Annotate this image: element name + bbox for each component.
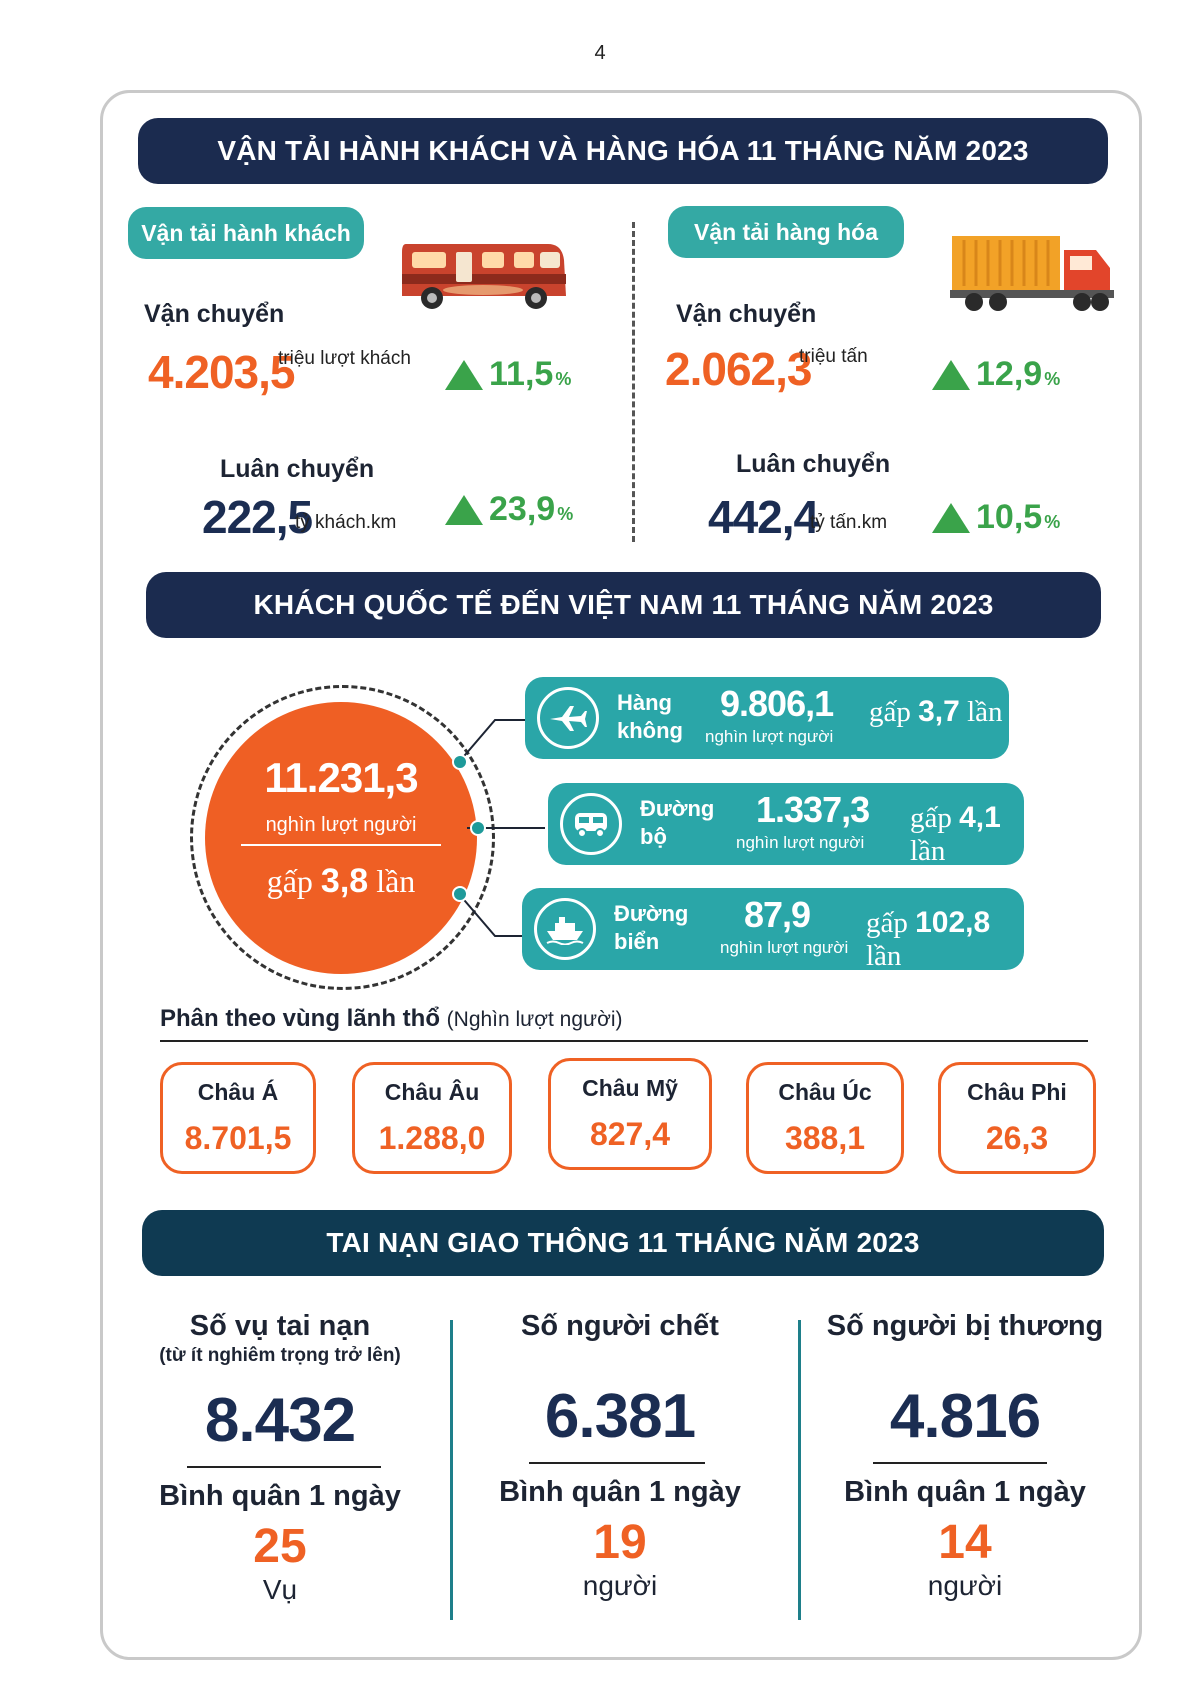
region-name: Châu Á [197, 1079, 279, 1105]
up-arrow-icon [932, 502, 970, 533]
mode-unit: nghìn lượt người [736, 833, 865, 852]
region-rule [160, 1040, 1088, 1042]
mode-value: 87,9 [744, 894, 811, 935]
accident-avg-label: Bình quân 1 ngày [499, 1476, 741, 1508]
region-value: 1.288,0 [378, 1120, 486, 1156]
mode-gap: gấp 4,1 lần [910, 801, 1001, 867]
passenger-transport-growth: 11,5% [445, 355, 571, 394]
freight-transport-label: Vận chuyển [676, 300, 817, 328]
region-name: Châu Mỹ [582, 1075, 678, 1101]
connector-dot [452, 754, 468, 770]
visitors-banner: KHÁCH QUỐC TẾ ĐẾN VIỆT NAM 11 THÁNG NĂM … [146, 572, 1101, 638]
accident-stat-value: 4.816 [889, 1382, 1041, 1451]
freight-rotation-label: Luân chuyển [736, 450, 891, 478]
mode-unit: nghìn lượt người [705, 727, 834, 746]
page-number: 4 [594, 42, 606, 64]
total-visitors-ring [190, 685, 495, 990]
accident-avg-unit: người [927, 1570, 1003, 1601]
accident-stat-subtitle: (từ ít nghiêm trọng trở lên) [159, 1345, 401, 1366]
passenger-rotation-value: 222,5 [202, 491, 313, 543]
mode-card-road: Đường bộ 1.337,3 nghìn lượt người gấp 4,… [548, 783, 1024, 867]
passenger-rotation-growth: 23,9% [445, 490, 573, 529]
connector-dot [470, 820, 486, 836]
accident-avg-label: Bình quân 1 ngày [844, 1476, 1086, 1508]
freight-pill: Vận tải hàng hóa [668, 206, 904, 258]
total-visitors-value: 11.231,3 [264, 754, 418, 801]
accident-avg-unit: người [582, 1570, 658, 1601]
total-visitors-separator [241, 844, 441, 846]
region-name: Châu Phi [967, 1079, 1067, 1105]
accident-stat-rule [529, 1462, 705, 1464]
accident-stat-title: Số người bị thương [826, 1310, 1104, 1342]
freight-transport-unit: triệu tấn [799, 346, 868, 367]
region-card: Châu Phi 26,3 [938, 1062, 1096, 1174]
region-card: Châu Á 8.701,5 [160, 1062, 316, 1174]
mode-name: Hàng không [617, 690, 683, 743]
freight-rotation-value: 442,4 [708, 491, 819, 543]
mode-value: 9.806,1 [720, 683, 834, 724]
region-name: Châu Úc [778, 1079, 872, 1105]
car-icon [560, 793, 622, 855]
region-value: 388,1 [784, 1120, 866, 1156]
passenger-rotation-label: Luân chuyển [220, 455, 375, 483]
up-arrow-icon [445, 359, 483, 390]
freight-rotation-unit: tỷ tấn.km [810, 512, 888, 533]
freight-rotation-growth: 10,5% [932, 498, 1060, 537]
freight-transport-value: 2.062,3 [665, 343, 812, 395]
mode-card-sea: Đường biển 87,9 nghìn lượt người gấp 102… [522, 888, 1024, 972]
ship-icon [534, 898, 596, 960]
accidents-banner: TAI NẠN GIAO THÔNG 11 THÁNG NĂM 2023 [142, 1210, 1104, 1276]
accident-avg-label: Bình quân 1 ngày [159, 1480, 401, 1512]
region-name: Châu Âu [384, 1079, 480, 1105]
mode-card-air: Hàng không 9.806,1 nghìn lượt người gấp … [525, 677, 1009, 759]
bus-icon [398, 238, 568, 319]
accident-stat-injured: Số người bị thương 4.816 Bình quân 1 ngà… [815, 1310, 1115, 1602]
region-card: Châu Âu 1.288,0 [352, 1062, 512, 1174]
accident-stat-title: Số người chết [521, 1310, 719, 1342]
passenger-transport-value: 4.203,5 [148, 346, 295, 398]
region-title: Phân theo vùng lãnh thổ (Nghìn lượt ngườ… [160, 1005, 623, 1032]
accident-stat-title: Số vụ tai nạn [189, 1310, 371, 1342]
column-divider [798, 1320, 801, 1620]
airplane-icon [537, 687, 599, 749]
accident-stat-deaths: Số người chết 6.381 Bình quân 1 ngày 19 … [475, 1310, 765, 1602]
passenger-rotation-unit: tỷ khách.km [295, 512, 397, 533]
mode-name: Đường bộ [640, 796, 715, 849]
accident-avg-value: 19 [593, 1516, 647, 1569]
accident-avg-unit: Vụ [262, 1574, 298, 1605]
accident-stat-cases: Số vụ tai nạn (từ ít nghiêm trọng trở lê… [135, 1310, 425, 1606]
infographic-frame [100, 90, 1142, 1660]
mode-gap: gấp 3,7 lần [869, 695, 1003, 728]
column-divider [450, 1320, 453, 1620]
truck-icon [950, 234, 1120, 319]
accident-stat-value: 6.381 [544, 1382, 696, 1451]
region-card: Châu Mỹ 827,4 [548, 1058, 712, 1170]
region-value: 26,3 [985, 1120, 1049, 1156]
accident-stat-value: 8.432 [204, 1386, 356, 1455]
accident-stat-rule [873, 1462, 1047, 1464]
transport-banner: VẬN TẢI HÀNH KHÁCH VÀ HÀNG HÓA 11 THÁNG … [138, 118, 1108, 184]
total-visitors-gap: gấp 3,8 lần [266, 862, 416, 900]
mode-gap: gấp 102,8 lần [866, 906, 991, 972]
freight-transport-growth: 12,9% [932, 355, 1060, 394]
up-arrow-icon [932, 359, 970, 390]
passenger-transport-unit: triệu lượt khách [278, 348, 411, 369]
mode-value: 1.337,3 [756, 789, 870, 830]
connector-dot [452, 886, 468, 902]
region-value: 827,4 [589, 1116, 671, 1152]
accident-stat-rule [187, 1466, 381, 1468]
total-visitors-circle: 11.231,3 nghìn lượt người gấp 3,8 lần [205, 702, 477, 974]
mode-unit: nghìn lượt người [720, 938, 849, 957]
total-visitors-unit: nghìn lượt người [265, 814, 417, 836]
section-divider [632, 222, 635, 542]
accident-avg-value: 14 [938, 1516, 992, 1569]
passenger-pill: Vận tải hành khách [128, 207, 364, 259]
up-arrow-icon [445, 494, 483, 525]
region-card: Châu Úc 388,1 [746, 1062, 904, 1174]
accident-avg-value: 25 [253, 1520, 307, 1573]
region-value: 8.701,5 [184, 1120, 292, 1156]
mode-name: Đường biển [614, 901, 689, 954]
passenger-transport-label: Vận chuyển [144, 300, 285, 328]
